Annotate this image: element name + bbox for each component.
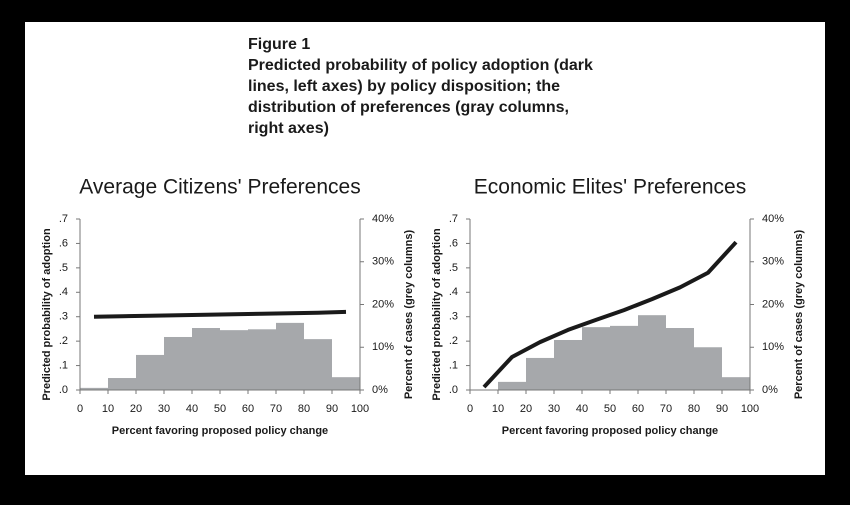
x-axis-label: Percent favoring proposed policy change: [112, 425, 328, 437]
y2-tick-label: 30%: [762, 256, 784, 268]
y2-tick-label: 0%: [762, 384, 778, 396]
x-axis-label: Percent favoring proposed policy change: [502, 425, 718, 437]
histogram-bar: [220, 330, 248, 390]
y2-tick-label: 40%: [762, 213, 784, 225]
x-tick-label: 90: [716, 403, 728, 415]
x-tick-label: 0: [77, 403, 83, 415]
caption-line: right axes): [248, 120, 329, 137]
histogram-bar: [248, 329, 276, 390]
x-tick-label: 70: [270, 403, 282, 415]
chart-title: Economic Elites' Preferences: [474, 176, 746, 199]
histogram-bar: [554, 339, 582, 390]
y-tick-label: .1: [59, 359, 68, 371]
y-tick-label: .7: [449, 213, 458, 225]
histogram-bar: [332, 377, 360, 390]
y2-axis-label: Percent of cases (grey columns): [793, 229, 805, 399]
histogram-bar: [498, 381, 526, 390]
histogram-bar: [108, 378, 136, 390]
y-tick-label: .6: [449, 237, 458, 249]
x-tick-label: 30: [158, 403, 170, 415]
y-tick-label: .1: [449, 359, 458, 371]
y2-tick-label: 0%: [372, 384, 388, 396]
y-tick-label: .0: [449, 384, 458, 396]
x-tick-label: 100: [741, 403, 759, 415]
y-axis-label: Predicted probability of adoption: [431, 228, 443, 401]
x-tick-label: 30: [548, 403, 560, 415]
page: [25, 22, 825, 475]
y-tick-label: .3: [449, 311, 458, 323]
y-tick-label: .2: [449, 335, 458, 347]
histogram-bar: [304, 339, 332, 390]
y2-axis-label: Percent of cases (grey columns): [403, 229, 415, 399]
caption-line: lines, left axes) by policy disposition;…: [248, 78, 560, 95]
y-tick-label: .4: [449, 286, 458, 298]
y2-tick-label: 40%: [372, 213, 394, 225]
chart-title: Average Citizens' Preferences: [79, 176, 360, 199]
y-tick-label: .6: [59, 237, 68, 249]
histogram-bar: [276, 322, 304, 390]
y2-tick-label: 10%: [762, 341, 784, 353]
figure-label: Figure 1: [248, 36, 310, 53]
histogram-bar: [638, 315, 666, 390]
y2-tick-label: 10%: [372, 341, 394, 353]
y-axis-label: Predicted probability of adoption: [41, 228, 53, 401]
x-tick-label: 90: [326, 403, 338, 415]
line: [482, 240, 738, 389]
x-tick-label: 40: [576, 403, 588, 415]
histogram-bar: [80, 387, 108, 390]
x-tick-label: 60: [242, 403, 254, 415]
x-tick-label: 80: [688, 403, 700, 415]
x-tick-label: 50: [604, 403, 616, 415]
caption-line: Predicted probability of policy adoption…: [248, 57, 593, 74]
line: [93, 309, 347, 319]
y-tick-label: .0: [59, 384, 68, 396]
x-tick-label: 20: [130, 403, 142, 415]
x-tick-label: 70: [660, 403, 672, 415]
histogram-bar: [582, 327, 610, 390]
x-tick-label: 50: [214, 403, 226, 415]
y-tick-label: .7: [59, 213, 68, 225]
histogram-bar: [136, 354, 164, 390]
x-tick-label: 10: [492, 403, 504, 415]
histogram-bar: [694, 347, 722, 390]
y2-tick-label: 20%: [372, 298, 394, 310]
x-tick-label: 40: [186, 403, 198, 415]
histogram-bar: [666, 328, 694, 390]
x-tick-label: 10: [102, 403, 114, 415]
x-tick-label: 20: [520, 403, 532, 415]
caption-line: distribution of preferences (gray column…: [248, 99, 569, 116]
y2-tick-label: 30%: [372, 256, 394, 268]
histogram-bar: [164, 336, 192, 390]
histogram-bar: [192, 328, 220, 390]
y-tick-label: .3: [59, 311, 68, 323]
x-tick-label: 100: [351, 403, 369, 415]
x-tick-label: 60: [632, 403, 644, 415]
y-tick-label: .5: [59, 262, 68, 274]
histogram-bar: [610, 325, 638, 390]
y2-tick-label: 20%: [762, 298, 784, 310]
x-tick-label: 0: [467, 403, 473, 415]
x-tick-label: 80: [298, 403, 310, 415]
histogram-bar: [526, 357, 554, 390]
y-tick-label: .5: [449, 262, 458, 274]
y-tick-label: .2: [59, 335, 68, 347]
y-tick-label: .4: [59, 286, 68, 298]
histogram-bar: [722, 377, 750, 390]
